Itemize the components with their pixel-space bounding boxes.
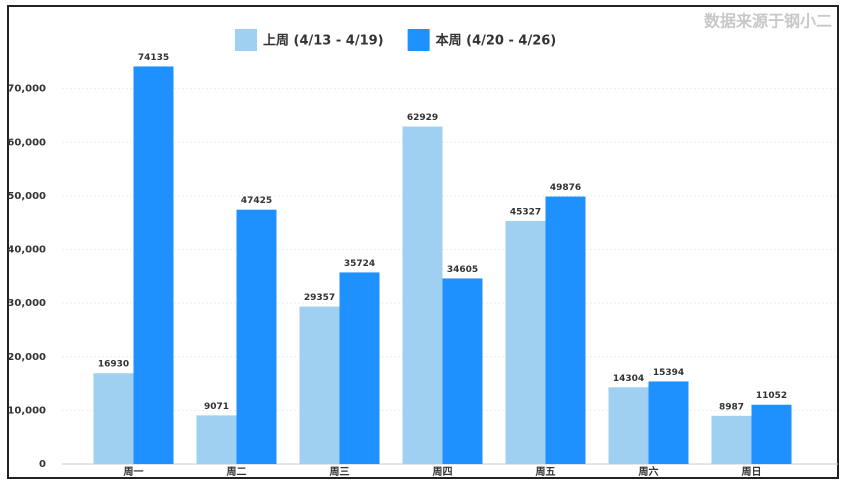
bar	[711, 415, 752, 464]
data-label: 35724	[344, 259, 375, 269]
x-tick-label: 周三	[330, 466, 350, 478]
bar	[93, 373, 134, 464]
bar	[751, 404, 792, 464]
data-label: 8987	[719, 402, 744, 412]
data-label: 45327	[510, 207, 541, 217]
bar	[442, 278, 483, 464]
data-label: 47425	[241, 196, 272, 206]
source-watermark: 数据来源于钢小二	[704, 12, 832, 31]
bar	[608, 387, 649, 464]
x-tick-label: 周六	[639, 465, 659, 478]
x-tick-label: 周日	[742, 466, 762, 478]
bar	[236, 209, 277, 464]
data-label: 49876	[550, 183, 581, 193]
y-tick-label: 50,000	[7, 191, 46, 202]
data-label: 14304	[613, 374, 644, 384]
y-tick-label: 70,000	[7, 84, 46, 95]
y-tick-label: 30,000	[7, 298, 46, 309]
bar	[505, 220, 546, 464]
bar	[545, 196, 586, 464]
data-label: 16930	[98, 360, 129, 370]
bar	[648, 381, 689, 464]
y-tick-label: 10,000	[7, 405, 46, 416]
legend-label: 上周 (4/13 - 4/19)	[263, 34, 384, 49]
y-tick-label: 20,000	[7, 352, 46, 363]
legend-swatch	[407, 29, 430, 51]
y-tick-label: 40,000	[7, 245, 46, 256]
data-label: 62929	[407, 113, 438, 123]
bar	[339, 272, 380, 464]
bar	[133, 66, 174, 465]
legend-swatch	[235, 29, 257, 51]
data-label: 15394	[653, 368, 684, 378]
bar	[402, 126, 443, 464]
data-label: 11052	[756, 391, 787, 401]
data-label: 9071	[204, 402, 229, 412]
y-tick-label: 60,000	[7, 137, 46, 148]
y-tick-label: 0	[39, 459, 46, 470]
x-tick-label: 周二	[227, 466, 247, 478]
x-tick-label: 周四	[433, 466, 453, 478]
legend-label: 本周 (4/20 - 4/26)	[436, 33, 557, 49]
data-label: 29357	[304, 293, 335, 303]
data-label: 34605	[447, 265, 478, 275]
x-tick-label: 周一	[124, 466, 144, 478]
bar	[196, 415, 237, 464]
data-label: 74135	[138, 53, 169, 63]
x-tick-label: 周五	[536, 466, 556, 478]
bar	[299, 306, 340, 464]
